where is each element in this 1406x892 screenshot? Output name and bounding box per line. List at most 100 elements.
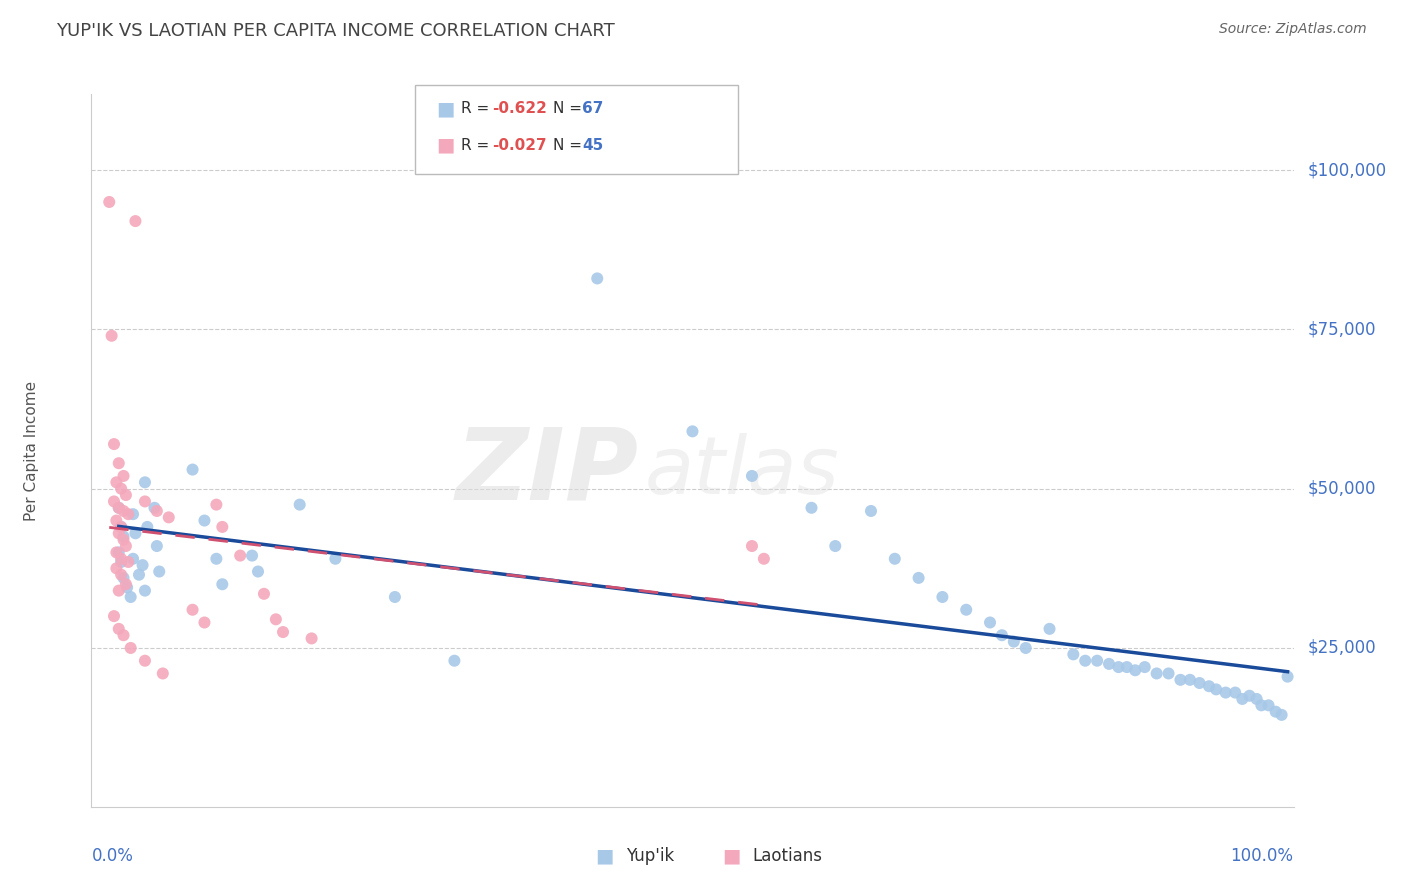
Point: [124, 526, 146, 541]
Point: [107, 526, 129, 541]
Point: [124, 214, 146, 228]
Point: [1062, 648, 1084, 662]
Point: [117, 507, 139, 521]
Point: [134, 654, 156, 668]
Point: [134, 494, 156, 508]
Text: Per Capita Income: Per Capita Income: [24, 380, 39, 521]
Point: [247, 565, 270, 579]
Text: Laotians: Laotians: [752, 847, 823, 865]
Point: [1098, 657, 1121, 671]
Point: [1250, 698, 1272, 713]
Text: ■: ■: [436, 136, 454, 155]
Point: [181, 462, 204, 476]
Text: $50,000: $50,000: [1308, 480, 1376, 498]
Point: [979, 615, 1001, 630]
Point: [205, 551, 228, 566]
Text: R =: R =: [461, 138, 495, 153]
Point: [1225, 685, 1247, 699]
Point: [1074, 654, 1097, 668]
Point: [120, 590, 142, 604]
Point: [1015, 640, 1038, 655]
Text: YUP'IK VS LAOTIAN PER CAPITA INCOME CORRELATION CHART: YUP'IK VS LAOTIAN PER CAPITA INCOME CORR…: [56, 22, 614, 40]
Text: 100.0%: 100.0%: [1230, 847, 1294, 864]
Point: [115, 581, 138, 595]
Point: [146, 504, 169, 518]
Point: [211, 577, 233, 591]
Point: [110, 555, 132, 569]
Point: [110, 520, 132, 534]
Point: [1232, 692, 1254, 706]
Text: 45: 45: [582, 138, 603, 153]
Text: atlas: atlas: [644, 433, 839, 511]
Point: [112, 504, 135, 518]
Point: [98, 194, 121, 209]
Point: [105, 475, 128, 490]
Point: [143, 500, 166, 515]
Point: [131, 558, 153, 573]
Point: [1002, 634, 1025, 648]
Point: [325, 551, 347, 566]
Point: [1133, 660, 1156, 674]
Point: [134, 475, 156, 490]
Point: [1115, 660, 1137, 674]
Point: [1146, 666, 1168, 681]
Point: [107, 500, 129, 515]
Point: [128, 567, 150, 582]
Point: [1277, 670, 1299, 684]
Point: [1205, 682, 1227, 697]
Text: -0.622: -0.622: [492, 102, 547, 116]
Text: $100,000: $100,000: [1308, 161, 1388, 179]
Point: [1178, 673, 1201, 687]
Point: [800, 500, 823, 515]
Point: [211, 520, 233, 534]
Point: [955, 603, 977, 617]
Point: [931, 590, 953, 604]
Point: [107, 456, 129, 470]
Point: [741, 539, 763, 553]
Point: [105, 514, 128, 528]
Point: [240, 549, 263, 563]
Point: [907, 571, 929, 585]
Text: N =: N =: [553, 138, 586, 153]
Point: [112, 628, 135, 642]
Text: ■: ■: [721, 847, 741, 866]
Point: [883, 551, 905, 566]
Point: [443, 654, 465, 668]
Point: [205, 498, 228, 512]
Point: [741, 469, 763, 483]
Point: [288, 498, 311, 512]
Point: [110, 567, 132, 582]
Text: Source: ZipAtlas.com: Source: ZipAtlas.com: [1219, 22, 1367, 37]
Point: [824, 539, 846, 553]
Point: [100, 328, 122, 343]
Point: [115, 539, 138, 553]
Point: [1188, 676, 1211, 690]
Text: -0.027: -0.027: [492, 138, 547, 153]
Point: [107, 583, 129, 598]
Point: [1198, 679, 1220, 693]
Point: [859, 504, 882, 518]
Text: $25,000: $25,000: [1308, 639, 1376, 657]
Point: [1264, 705, 1286, 719]
Point: [134, 583, 156, 598]
Point: [752, 551, 775, 566]
Point: [991, 628, 1014, 642]
Point: [1239, 689, 1261, 703]
Point: [120, 640, 142, 655]
Point: [1108, 660, 1130, 674]
Point: [122, 507, 145, 521]
Text: 0.0%: 0.0%: [91, 847, 134, 864]
Point: [136, 520, 159, 534]
Point: [157, 510, 180, 524]
Point: [107, 622, 129, 636]
Point: [115, 488, 138, 502]
Point: [107, 500, 129, 515]
Point: [107, 545, 129, 559]
Point: [1215, 685, 1237, 699]
Point: [384, 590, 406, 604]
Point: [1170, 673, 1192, 687]
Point: [117, 555, 139, 569]
Point: [682, 425, 704, 439]
Text: 67: 67: [582, 102, 603, 116]
Point: [110, 551, 132, 566]
